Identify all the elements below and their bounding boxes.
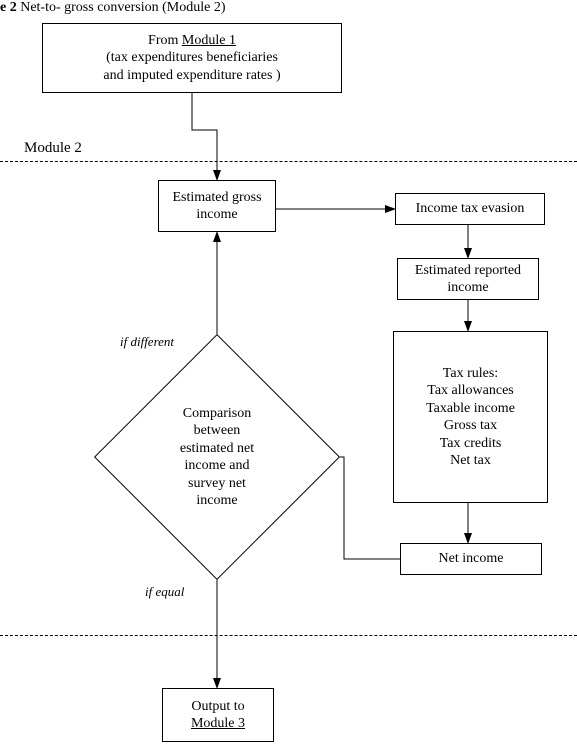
edge-label-if-different: if different (120, 334, 174, 350)
node-comparison-line3: estimated net (180, 440, 254, 458)
module3-link: Module 3 (191, 716, 245, 731)
node-estimated-gross-income: Estimated gross income (158, 180, 276, 232)
node-comparison-line4: income and (180, 457, 254, 475)
node-comparison-line5: survey net (180, 475, 254, 493)
node-est-gross-line2: income (196, 206, 237, 224)
diagram-canvas: e 2 Net-to- gross conversion (Module 2) … (0, 0, 577, 749)
node-est-reported-line2: income (447, 279, 488, 297)
node-from-module1-line3: and imputed expenditure rates ) (103, 67, 280, 85)
node-est-gross-line1: Estimated gross (172, 189, 261, 207)
node-from-module1: From Module 1 (tax expenditures benefici… (42, 23, 342, 93)
node-tax-evasion-line1: Income tax evasion (416, 200, 525, 218)
node-tax-rules-line4: Gross tax (444, 417, 497, 435)
node-output-line1: Output to (191, 698, 244, 716)
node-income-tax-evasion: Income tax evasion (395, 193, 545, 225)
module1-link: Module 1 (182, 33, 236, 48)
node-from-module1-line1: From Module 1 (148, 32, 236, 50)
node-est-reported-line1: Estimated reported (415, 262, 521, 280)
edge-m1-to-gross (192, 93, 217, 180)
node-tax-rules-line5: Tax credits (440, 435, 502, 453)
node-tax-rules-line3: Taxable income (426, 400, 515, 418)
node-tax-rules-line2: Tax allowances (427, 382, 513, 400)
diamond-text: Comparison between estimated net income … (130, 370, 304, 544)
node-comparison-line6: income (180, 492, 254, 510)
node-tax-rules-line6: Net tax (450, 452, 491, 470)
node-from-module1-line2: (tax expenditures beneficiaries (106, 49, 278, 67)
node-output-to-module3: Output to Module 3 (162, 688, 274, 742)
node-output-line2: Module 3 (191, 715, 245, 733)
node-comparison-line1: Comparison (180, 405, 254, 423)
edge-label-if-equal: if equal (145, 584, 184, 600)
node-tax-rules: Tax rules: Tax allowances Taxable income… (393, 331, 548, 503)
node-estimated-reported-income: Estimated reported income (397, 258, 539, 300)
node-comparison-line2: between (180, 422, 254, 440)
node-comparison: Comparison between estimated net income … (130, 370, 304, 544)
node-net-income: Net income (400, 543, 542, 575)
node-net-income-line1: Net income (439, 550, 504, 568)
node-tax-rules-line1: Tax rules: (443, 365, 498, 383)
